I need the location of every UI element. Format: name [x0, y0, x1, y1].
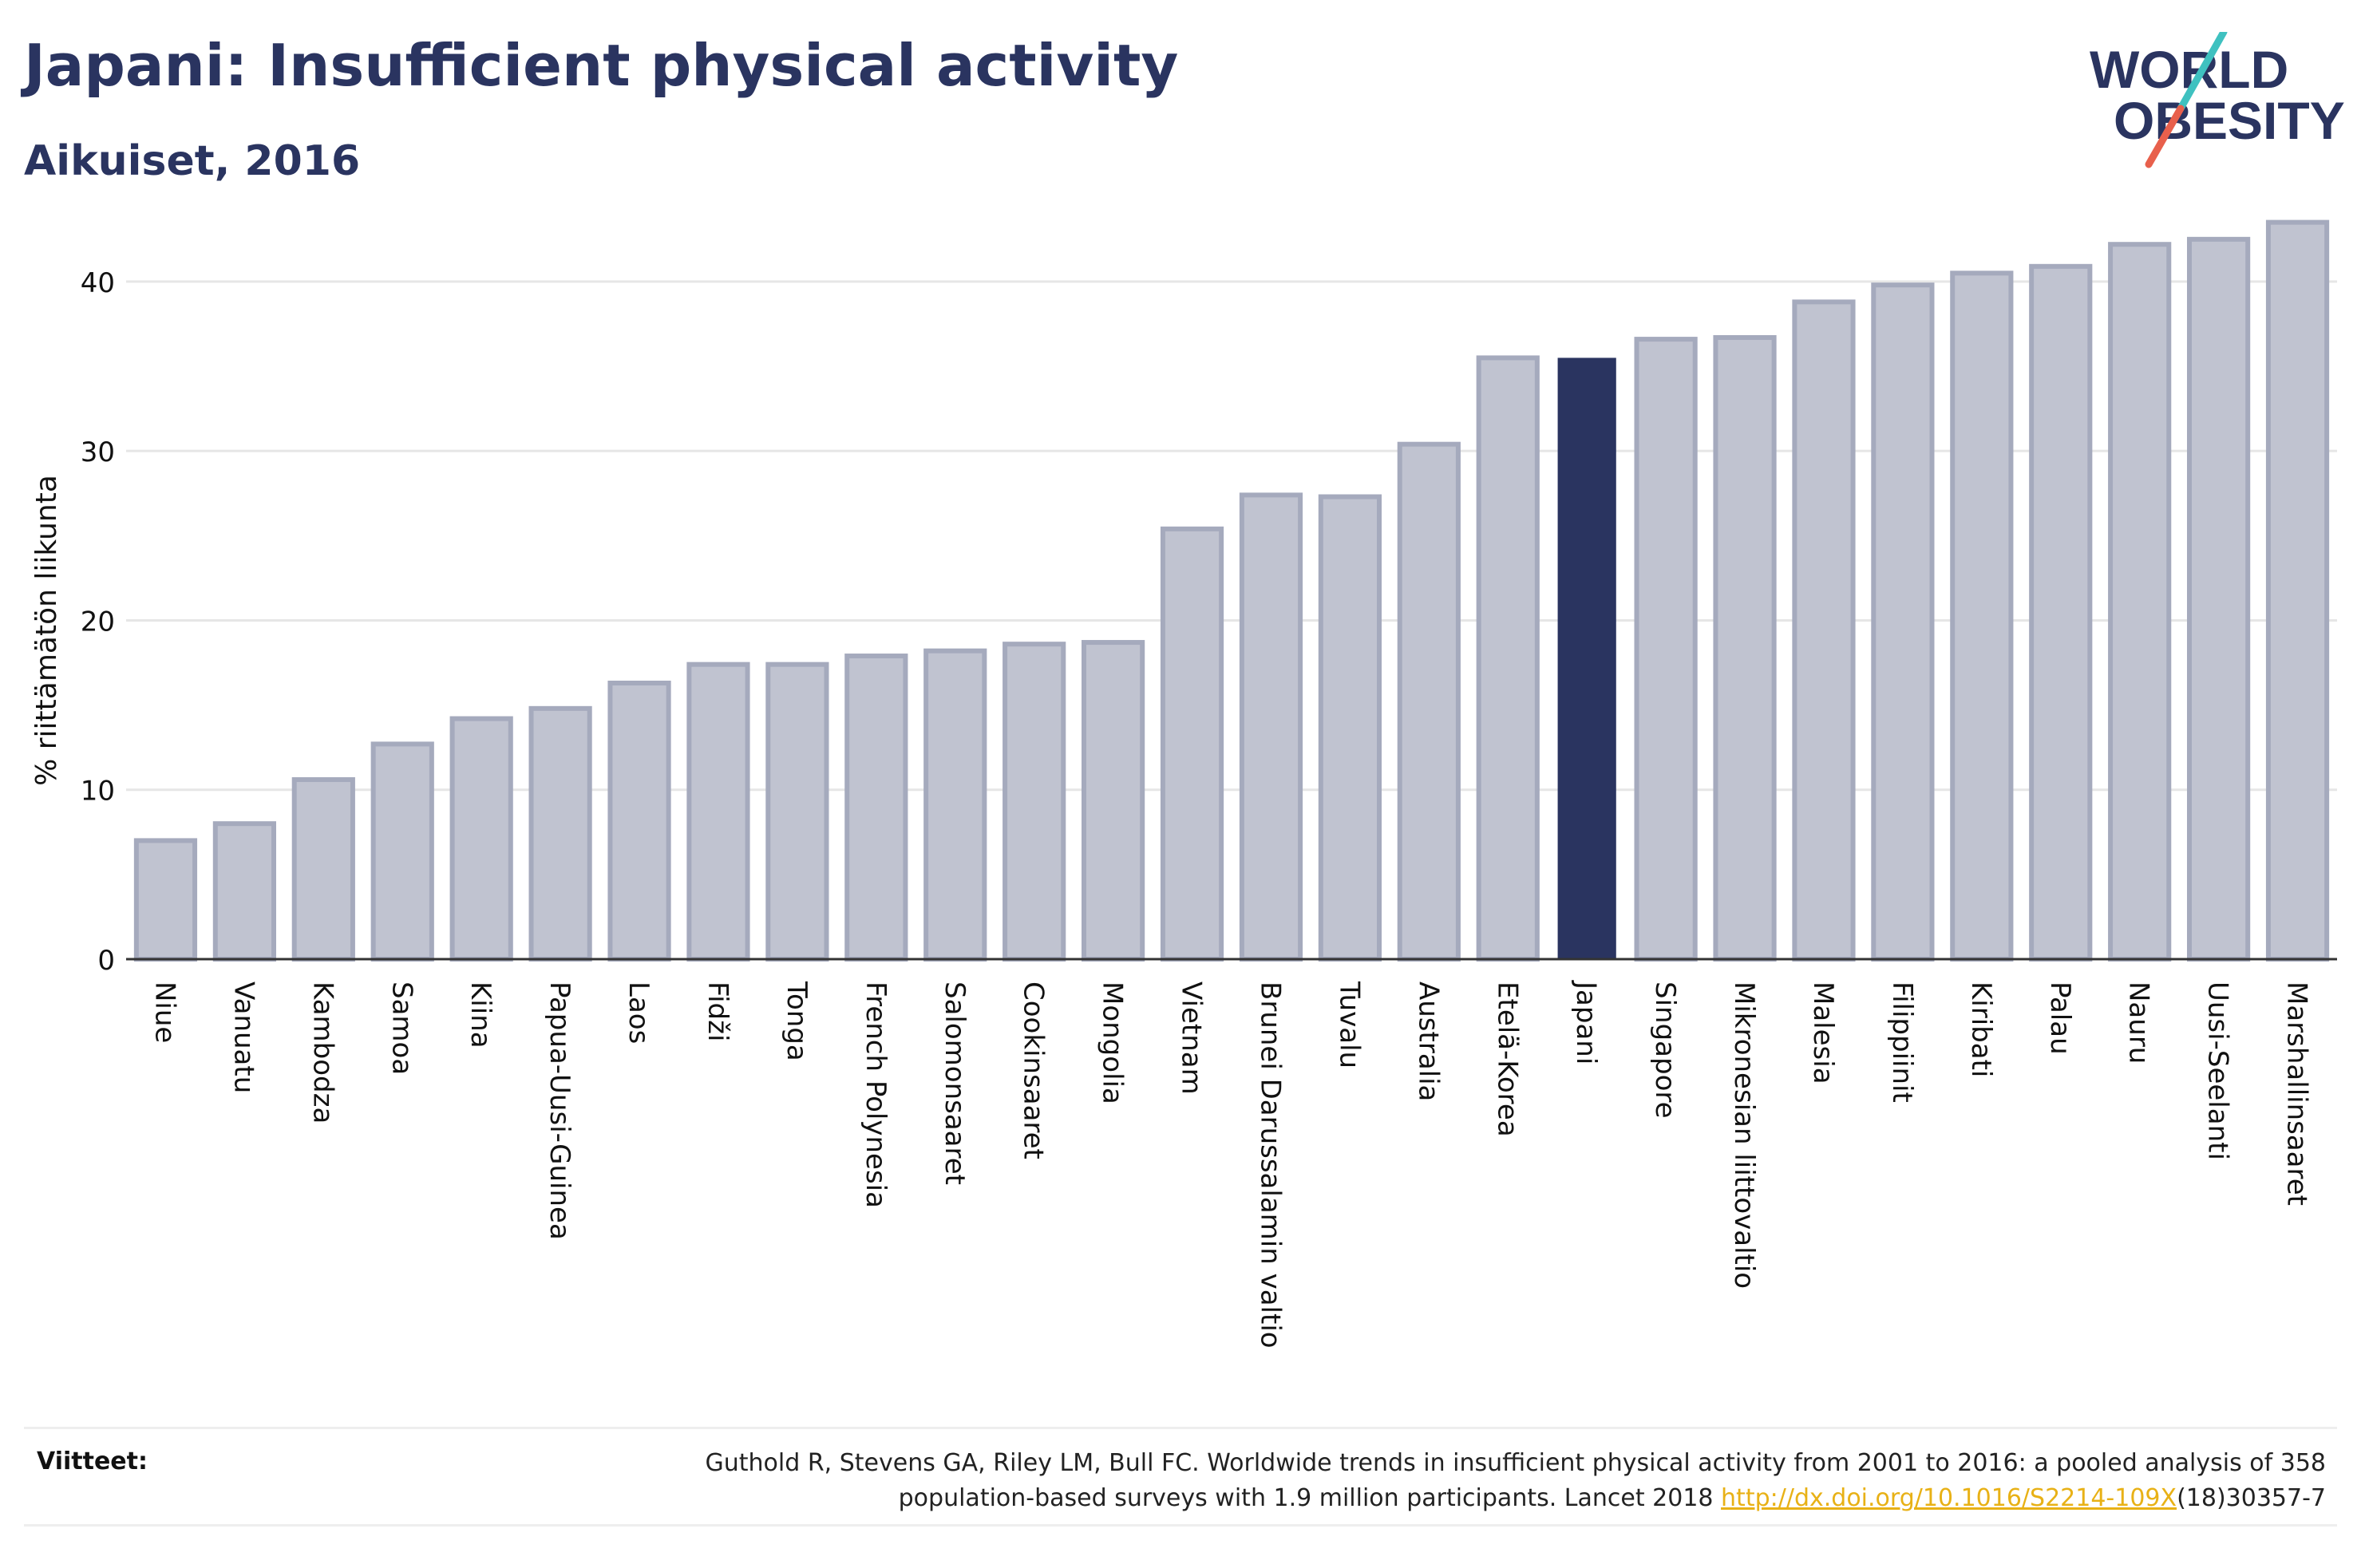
page-subtitle: Aikuiset, 2016	[24, 137, 361, 185]
logo-slash-coral	[2145, 105, 2185, 168]
bar-french-polynesia	[844, 654, 908, 962]
bar-samoa	[370, 741, 434, 962]
x-tick-label: Singapore	[1649, 981, 1681, 1119]
x-tick-label: Salomonsaaret	[939, 981, 971, 1185]
references-line-2: population-based surveys with 1.9 millio…	[898, 1484, 1722, 1512]
x-tick-label: Mongolia	[1097, 981, 1129, 1104]
x-tick-label: Tonga	[781, 981, 813, 1061]
x-tick-label: Kiina	[465, 981, 496, 1049]
x-tick-label: Etelä-Korea	[1491, 981, 1523, 1137]
bar-singapore	[1634, 337, 1698, 962]
y-tick-label: 30	[81, 436, 115, 468]
bar-vanuatu	[212, 821, 276, 962]
logo-word-obesity: OBESITY	[2114, 91, 2345, 150]
bar-mongolia	[1082, 640, 1145, 962]
x-tick-label: Fidži	[702, 981, 734, 1041]
x-tick-label: Vanuatu	[227, 981, 259, 1093]
bar-papua-uusi-guinea	[528, 705, 592, 962]
references-label: Viitteet:	[37, 1448, 148, 1475]
x-tick-label: Samoa	[386, 981, 417, 1075]
x-tick-label: Kiribati	[1965, 981, 1997, 1077]
references-doi-link[interactable]: http://dx.doi.org/10.1016/S2214-109X	[1721, 1484, 2177, 1512]
x-tick-label: Japani	[1570, 980, 1602, 1064]
world-obesity-logo: WORLD OBESITY	[2090, 32, 2345, 168]
x-tick-label: Cookinsaaret	[1018, 981, 1050, 1159]
bar-tuvalu	[1318, 494, 1382, 962]
x-tick-label: Nauru	[2123, 981, 2155, 1064]
x-tick-label: Uusi-Seelanti	[2202, 981, 2234, 1160]
bar-tonga	[765, 662, 829, 962]
x-tick-label: French Polynesia	[860, 981, 892, 1208]
bar-etelä-korea	[1476, 355, 1540, 962]
bar-palau	[2029, 263, 2093, 962]
bar-australia	[1397, 441, 1461, 962]
references-text: Guthold R, Stevens GA, Riley LM, Bull FC…	[570, 1446, 2326, 1516]
x-tick-label: Malesia	[1807, 981, 1839, 1084]
bar-kambodza	[291, 776, 355, 962]
x-tick-label: Vietnam	[1176, 981, 1208, 1095]
bar-malesia	[1792, 299, 1856, 962]
x-tick-label: Palau	[2044, 981, 2076, 1055]
bars	[133, 219, 2330, 962]
bar-laos	[607, 680, 671, 962]
footer-divider-bottom	[24, 1524, 2337, 1527]
x-tick-label: Laos	[623, 981, 655, 1044]
bar-cookinsaaret	[1003, 642, 1066, 962]
bar-brunei-darussalamin-valtio	[1239, 492, 1303, 962]
y-tick-label: 10	[81, 776, 115, 808]
x-tick-label: Marshallinsaaret	[2281, 981, 2313, 1206]
references-line-1: Guthold R, Stevens GA, Riley LM, Bull FC…	[705, 1449, 2326, 1477]
logo-slash-teal	[2177, 32, 2228, 113]
bar-fidži	[686, 662, 750, 962]
y-tick-labels: 0 10 20 30 40	[81, 267, 115, 977]
x-tick-label: Mikronesian liittovaltio	[1728, 981, 1760, 1289]
y-tick-label: 20	[81, 606, 115, 638]
bar-mikronesian-liittovaltio	[1713, 334, 1777, 962]
bar-salomonsaaret	[923, 648, 987, 962]
bar-niue	[133, 838, 198, 962]
bar-uusi-seelanti	[2187, 236, 2251, 962]
x-tick-label: Australia	[1412, 981, 1444, 1101]
bar-kiina	[449, 716, 513, 962]
x-tick-label: Tuvalu	[1333, 981, 1365, 1068]
y-tick-label: 0	[97, 945, 115, 977]
bar-nauru	[2108, 242, 2172, 962]
bar-chart: 0 10 20 30 40 Niue Vanuatu Kambodza Samoa Kiina P…	[30, 219, 2337, 1349]
x-tick-label: Kambodza	[306, 981, 338, 1124]
bar-vietnam	[1160, 526, 1224, 962]
footer-divider-top	[24, 1427, 2337, 1429]
bar-filippiinit	[1871, 282, 1935, 962]
y-axis-label: % riittämätön liikunta	[30, 475, 63, 786]
x-tick-labels: Niue Vanuatu Kambodza Samoa Kiina Papua-Uusi-…	[148, 980, 2312, 1349]
x-tick-label: Niue	[148, 981, 180, 1043]
y-tick-label: 40	[81, 267, 115, 299]
bar-marshallinsaaret	[2265, 219, 2330, 962]
bar-japani	[1557, 357, 1616, 959]
page-title: Japani: Insufficient physical activity	[24, 32, 1179, 99]
x-tick-label: Papua-Uusi-Guinea	[544, 981, 575, 1240]
x-tick-label: Filippiinit	[1886, 981, 1918, 1103]
x-tick-label: Brunei Darussalamin valtio	[1254, 981, 1286, 1349]
bar-kiribati	[1950, 271, 2014, 962]
references-line-2-end: (18)30357-7	[2177, 1484, 2326, 1512]
